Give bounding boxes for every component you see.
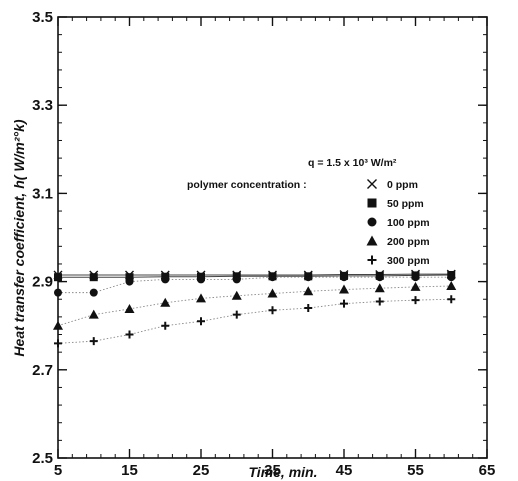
trend-line [57,285,452,327]
legend-label: 0 ppm [387,179,418,191]
y-tick-label: 2.7 [32,362,53,379]
x-tick-label: 45 [336,462,353,479]
data-point-triangle [374,283,385,293]
y-tick-label: 2.9 [32,274,53,291]
x-tick-label: 15 [121,462,138,479]
data-point-triangle [446,281,457,291]
trend-line [58,273,452,276]
data-point-plus [197,317,205,326]
data-markers [53,269,457,348]
data-point-plus [340,299,348,308]
data-point-triangle [339,284,349,294]
data-point-circle [197,275,205,284]
data-point-triangle [53,320,63,330]
data-point-triangle [410,281,421,291]
legend-marker [367,217,377,227]
y-tick-label: 3.1 [32,185,53,202]
data-point-plus [268,306,277,315]
data-point-plus [232,310,241,319]
trend-line [57,298,452,344]
data-point-square [125,273,134,282]
y-tick-label: 3.3 [32,97,53,114]
trend-line [58,274,452,278]
x-tick-label: 25 [193,462,210,479]
data-point-plus [447,295,456,304]
data-point-triangle [267,288,278,298]
data-point-circle [447,273,456,282]
x-tick-label: 55 [407,462,424,479]
data-point-triangle [303,286,314,296]
axis-ticks [57,16,488,459]
x-tick-label: 65 [479,462,496,479]
y-tick-label: 3.5 [32,9,53,26]
legend-marker [367,179,377,189]
data-point-triangle [124,303,135,313]
data-point-square [89,273,98,282]
data-point-plus [89,337,98,346]
legend-label: 100 ppm [387,217,430,229]
legend-title: polymer concentration : [187,179,307,191]
data-point-plus [125,330,134,339]
trend-lines [57,273,452,344]
x-tick-label: 35 [264,462,281,479]
legend-marker [366,235,378,246]
heat-flux-annotation: q = 1.5 x 10³ W/m² [308,157,397,169]
y-tick-label: 2.5 [32,450,53,467]
y-axis-label: Heat transfer coefficient, h( W/m²°k) [11,119,27,356]
data-point-square [54,273,62,282]
x-tick-label: 5 [54,462,62,479]
y-tick-labels: 2.5 2.7 2.9 3.1 3.3 3.5 [32,9,53,467]
trend-line [58,276,452,294]
data-point-circle [161,275,170,284]
data-point-plus [54,339,62,348]
data-point-circle [375,273,384,282]
data-point-plus [161,321,170,330]
data-point-circle [304,273,313,282]
x-tick-labels: 5 15 25 35 45 55 65 [54,462,496,479]
legend-label: 300 ppm [387,255,430,267]
data-point-circle [340,273,348,282]
legend-label: 200 ppm [387,236,430,248]
data-point-circle [411,273,420,282]
data-point-triangle [88,309,99,319]
legend-label: 50 ppm [387,198,424,210]
data-point-plus [411,296,420,305]
data-point-circle [125,277,134,286]
data-point-triangle [231,290,242,300]
data-point-triangle [196,293,206,303]
data-point-circle [232,275,241,284]
legend-marker [367,198,377,208]
data-point-plus [375,297,384,306]
data-point-plus [304,304,313,313]
legend: 0 ppm 50 ppm 100 ppm 200 ppm 300 ppm [366,179,430,267]
data-point-triangle [160,297,171,307]
data-point-circle [54,288,62,297]
legend-marker [367,255,377,265]
data-point-circle [268,273,277,282]
x-axis-label: Time, min. [249,464,318,480]
data-point-circle [89,288,98,297]
